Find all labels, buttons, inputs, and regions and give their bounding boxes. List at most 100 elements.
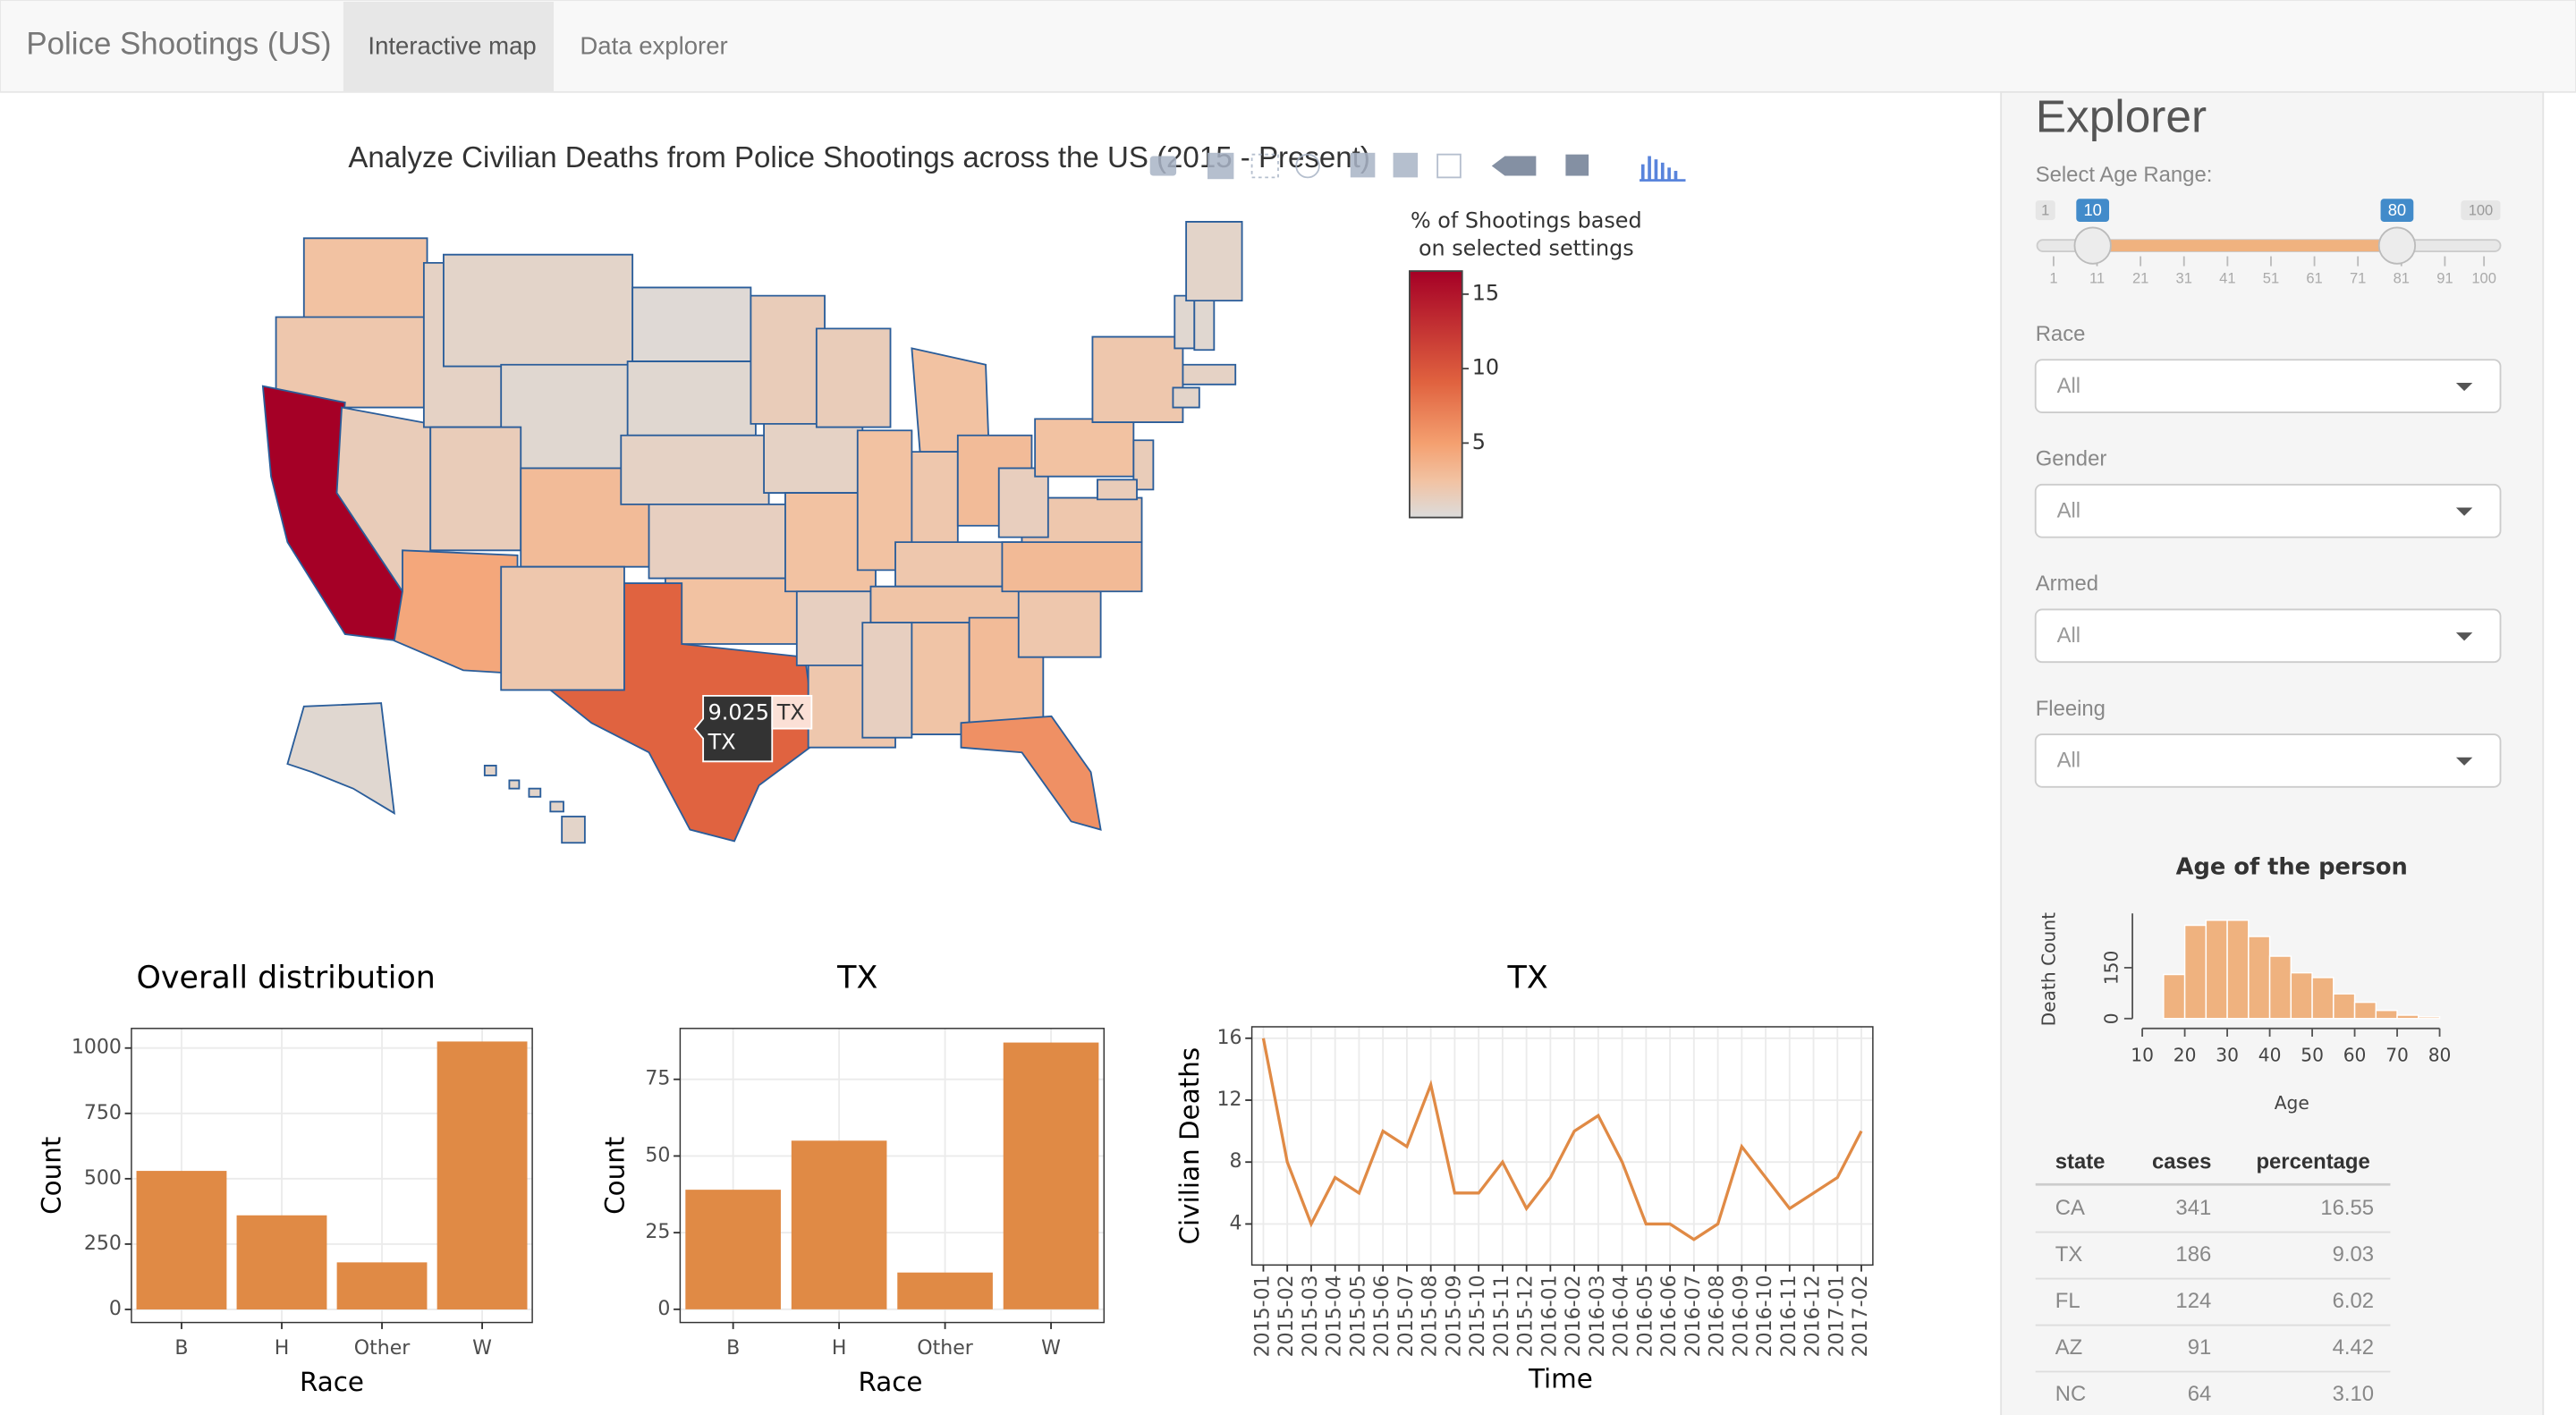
state[interactable] (1091, 335, 1184, 423)
state[interactable] (1001, 541, 1143, 593)
state[interactable] (911, 622, 970, 735)
tab[interactable]: Interactive map (368, 32, 536, 60)
x-tick-label: 2016-10 (1754, 1275, 1776, 1357)
y-tick-label: 16 (1217, 1027, 1242, 1049)
state[interactable] (1034, 418, 1135, 478)
panel-border (679, 1028, 1106, 1324)
state[interactable] (1185, 221, 1243, 302)
state[interactable] (547, 582, 818, 843)
toolbar-icon[interactable] (1565, 154, 1589, 176)
x-tick-label: 2016-01 (1538, 1275, 1561, 1357)
x-tick-label: 50 (2301, 1045, 2324, 1066)
state[interactable] (1172, 386, 1200, 409)
state[interactable] (1132, 439, 1155, 491)
state[interactable] (795, 590, 872, 666)
y-tick-label: 0 (109, 1298, 122, 1320)
state[interactable] (286, 702, 395, 815)
select-box[interactable] (2034, 483, 2502, 538)
island (549, 801, 564, 813)
tab[interactable]: Data explorer (580, 32, 727, 60)
slider-tick-label: 1 (2049, 270, 2057, 287)
state[interactable] (631, 286, 752, 363)
slider-range (2092, 240, 2397, 252)
state[interactable] (997, 467, 1049, 538)
colorbar-tick-label: 5 (1472, 429, 1486, 454)
slider-tick-label: 51 (2263, 270, 2279, 287)
x-tick-label: Other (917, 1337, 973, 1360)
x-tick-label: 2015-07 (1395, 1275, 1418, 1357)
colorbar-tick-label: 15 (1472, 280, 1499, 305)
toolbar-icon[interactable] (1491, 156, 1537, 176)
state[interactable] (960, 715, 1102, 831)
x-tick-label: 2015-10 (1467, 1275, 1489, 1357)
active-tab[interactable] (343, 1, 554, 92)
x-tick-label: 2015-01 (1251, 1275, 1274, 1357)
state[interactable] (861, 622, 913, 739)
x-tick-label: 2016-06 (1658, 1275, 1681, 1357)
toolbar-icon[interactable] (1393, 152, 1419, 178)
colorbar-tick-label: 10 (1472, 355, 1499, 380)
x-tick-label: 2017-01 (1826, 1275, 1848, 1357)
toolbar-icon[interactable] (1208, 152, 1234, 180)
x-tick-label: 30 (2216, 1045, 2239, 1066)
toolbar-icon[interactable] (1149, 156, 1177, 176)
toolbar-icon[interactable] (1250, 153, 1279, 179)
select-box[interactable] (2034, 359, 2502, 413)
line (1261, 1038, 1863, 1241)
toolbar-icon[interactable] (1436, 153, 1462, 179)
table-cell: FL (2055, 1289, 2080, 1313)
brand[interactable]: Police Shootings (US) (26, 27, 331, 62)
state[interactable] (302, 237, 428, 322)
bar (2226, 919, 2250, 1020)
state[interactable] (429, 426, 522, 552)
filter-label: Gender (2036, 447, 2107, 471)
y-tick-label: 500 (84, 1167, 122, 1190)
state[interactable] (626, 360, 757, 436)
x-tick-label: 2016-05 (1634, 1275, 1657, 1357)
y-tick-label: 75 (645, 1068, 670, 1090)
state[interactable] (443, 253, 634, 368)
y-axis-label: Death Count (2038, 912, 2060, 1026)
x-tick-label: 2015-08 (1419, 1275, 1442, 1357)
state[interactable] (911, 451, 959, 555)
x-tick-label: 2016-09 (1730, 1275, 1752, 1357)
slider-tick-label: 41 (2219, 270, 2235, 287)
x-tick-label: 2015-02 (1275, 1275, 1298, 1357)
select-value: All (2057, 498, 2081, 522)
table-cell: 3.10 (2333, 1382, 2374, 1406)
bar (897, 1272, 993, 1309)
y-tick-label: 25 (645, 1221, 670, 1243)
state[interactable] (648, 503, 790, 580)
bar (136, 1171, 227, 1309)
state[interactable] (1182, 363, 1237, 386)
state[interactable] (1017, 590, 1102, 658)
table-cell: 4.42 (2333, 1335, 2374, 1360)
state[interactable] (393, 549, 519, 675)
state[interactable] (620, 434, 770, 505)
x-tick-label: H (275, 1337, 290, 1360)
x-tick-label: 2016-04 (1611, 1275, 1633, 1357)
state[interactable] (815, 327, 892, 428)
state[interactable] (1097, 479, 1138, 501)
slider-min-box (2035, 200, 2055, 221)
state[interactable] (763, 422, 864, 494)
filter-label: Race (2036, 322, 2086, 346)
x-tick-label: 10 (2131, 1045, 2154, 1066)
slider-max-box (2461, 200, 2501, 221)
toolbar-icon[interactable] (1350, 152, 1376, 178)
y-axis-label: Count (36, 1137, 66, 1215)
state[interactable] (1174, 294, 1196, 350)
y-tick-label: 50 (645, 1144, 670, 1166)
select-box[interactable] (2034, 733, 2502, 788)
state[interactable] (500, 565, 625, 691)
select-box[interactable] (2034, 608, 2502, 664)
tooltip-category: TX (708, 730, 736, 755)
slider-handle[interactable] (2377, 226, 2417, 265)
state[interactable] (750, 294, 826, 425)
bar (2268, 955, 2292, 1020)
state[interactable] (483, 765, 497, 776)
toolbar-icon[interactable] (1295, 153, 1320, 179)
toolbar-icon[interactable] (1640, 156, 1686, 182)
slider-handle[interactable] (2073, 226, 2112, 265)
